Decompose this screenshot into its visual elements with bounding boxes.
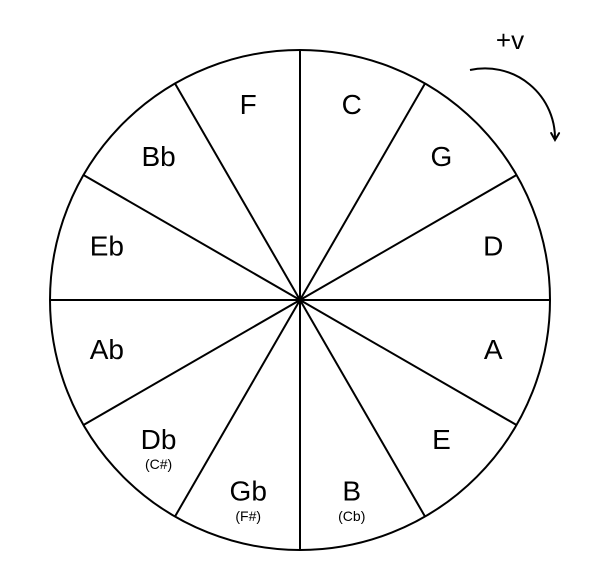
- note-sublabel: (F#): [235, 508, 261, 524]
- direction-annotation: +v: [470, 25, 559, 140]
- note-label: A: [484, 334, 503, 365]
- note-label: C: [342, 89, 362, 120]
- note-sublabel: (Cb): [338, 508, 365, 524]
- note-label: B: [342, 476, 361, 507]
- note-label: D: [483, 231, 503, 262]
- circle-of-fifths-diagram: C G D A E B(Cb) Gb(F#) Db(C#) Ab Eb Bb F +v: [0, 0, 614, 576]
- note-label: E: [432, 424, 451, 455]
- note-label: F: [240, 89, 257, 120]
- note-label: G: [431, 141, 453, 172]
- wheel: [50, 50, 550, 550]
- note-label: Gb: [230, 476, 267, 507]
- direction-label: +v: [496, 25, 524, 55]
- note-label: Db: [141, 424, 177, 455]
- note-sublabel: (C#): [145, 456, 172, 472]
- note-label: Bb: [141, 141, 175, 172]
- note-label: Ab: [90, 334, 124, 365]
- note-label: Eb: [90, 231, 124, 262]
